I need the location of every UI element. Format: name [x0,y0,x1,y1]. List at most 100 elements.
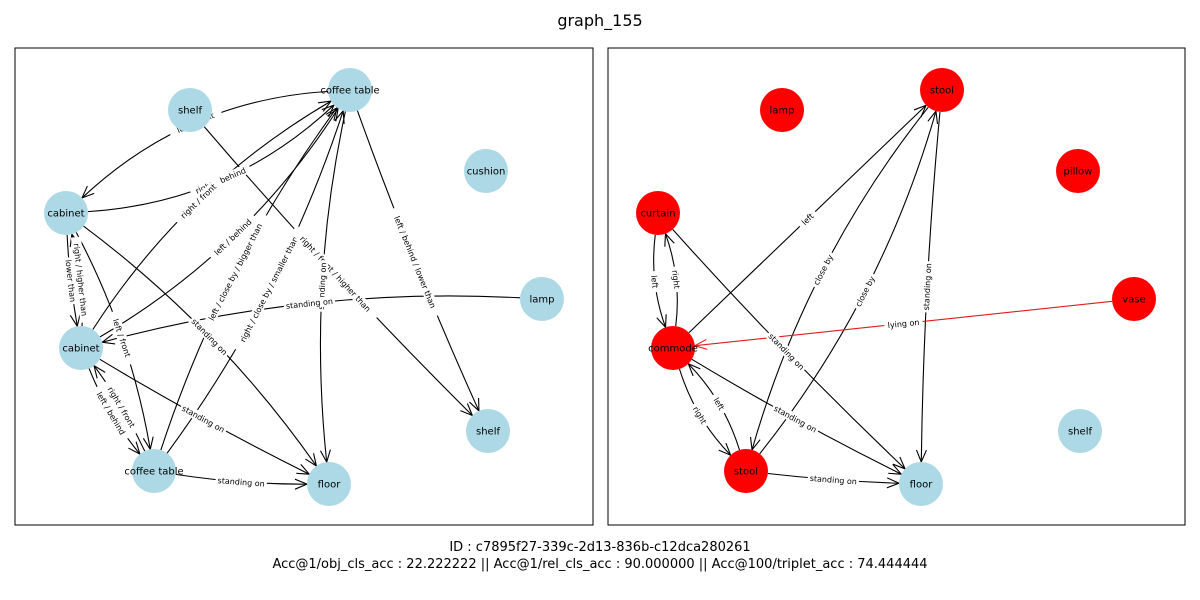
node-circle [328,68,372,112]
edge-label-bg [215,474,268,489]
edge-label-bg [807,472,860,487]
edge-label: standing on [215,474,268,489]
node-floor: floor [307,462,351,506]
node-label: commode [648,344,698,355]
node-shelf: shelf [168,88,212,132]
node-circle [59,326,103,370]
edge-label-text: lying on [887,318,920,330]
edge-label: lying on [883,316,924,331]
node-circle [307,462,351,506]
node-circle [760,88,804,132]
node-circle [724,449,768,493]
node-circle [651,326,695,370]
edge-label-bg [173,176,224,226]
edge-arrowhead [319,449,331,464]
node-pillow: pillow [1056,149,1100,193]
edge-label-bg [851,271,879,311]
edge-arrowhead [749,436,761,452]
edge-label-bg [232,225,305,353]
edge-label-bg [178,402,229,436]
node-label: stool [930,86,954,97]
edge-label-bg [188,314,232,359]
node-label: cabinet [62,344,99,355]
node-circle [520,277,564,321]
edge-arrowhead [305,453,318,468]
node-floor: floor [899,462,943,506]
node-label: lamp [530,295,555,306]
edge-label-bg [796,208,819,230]
edge-label-bg [689,401,711,429]
edge-arrowhead [693,338,708,350]
edge-label-text: standing on [922,263,934,311]
node-circle [466,409,510,453]
node-stool: stool [920,68,964,112]
node-circle [636,191,680,235]
node-circle [920,68,964,112]
footer-id: ID : c7895f27-339c-2d13-836b-c12dca28026… [449,540,750,555]
edge-arrowhead [294,478,309,490]
edge-label-bg [63,256,79,305]
edge-label-bg [201,212,270,332]
node-circle [168,88,212,132]
panel-prediction-nodes: lamp stool pillow curtain vase commode shelf st… [636,68,1156,506]
panel-ground-truth-nodes: shelf coffee table cushion cabinet lamp cabin… [44,68,564,506]
figure-title: graph_155 [557,11,642,31]
node-shelf: shelf [1058,409,1102,453]
node-label: shelf [1068,427,1092,438]
node-lamp: lamp [520,277,564,321]
edge-arrowhead [927,109,939,125]
node-circle [1112,277,1156,321]
edge-label: left [648,270,661,293]
edge-label-bg [70,236,91,323]
edge-arrowhead [892,456,907,470]
node-vase: vase [1112,277,1156,321]
edge-arrowhead [664,232,675,247]
edge-label-text: standing on [317,262,329,310]
edge-label-bg [207,212,258,262]
node-label: cushion [467,167,506,178]
footer-accuracy: Acc@1/obj_cls_acc : 22.222222 || Acc@1/r… [272,557,927,572]
node-commode: commode [648,326,698,370]
edge-label-text: left [649,275,659,289]
node-curtain: curtain [636,191,680,235]
edge-label-text: standing on [809,474,857,486]
node-coffee-table: coffee table [320,68,380,112]
edge-label-bg [108,309,136,366]
node-label: floor [318,480,342,491]
node-label: coffee table [320,86,379,97]
edge-arrowhead [80,185,95,199]
edge-label-bg [709,392,729,416]
edge-label-bg [388,206,442,318]
edge-arrowhead [100,333,116,345]
node-circle [899,462,943,506]
node-circle [1058,409,1102,453]
edge-label-text: standing on [217,476,265,488]
node-label: lamp [770,106,795,117]
edge-arrowhead [93,364,106,379]
node-label: vase [1122,295,1145,306]
node-label: stool [734,467,758,478]
edge-label: standing on [920,260,934,313]
node-lamp: lamp [760,88,804,132]
node-label: shelf [476,427,500,438]
node-circle [1056,149,1100,193]
edge-label-bg [283,295,336,312]
node-label: floor [910,480,934,491]
edge-label-bg [920,260,934,313]
edge-label-bg [669,266,683,293]
edge-label-bg [648,270,661,293]
edge-label: right [669,266,683,293]
node-coffee-table: coffee table [124,449,184,493]
edge-label-bg [883,316,924,331]
edge-label-bg [770,402,821,436]
node-label: shelf [178,106,202,117]
edge-arrowhead [69,313,81,328]
node-circle [464,149,508,193]
node-label: cabinet [47,209,84,220]
node-cushion: cushion [464,149,508,193]
edge-label-bg [765,329,808,374]
edge-label-bg [91,384,131,442]
